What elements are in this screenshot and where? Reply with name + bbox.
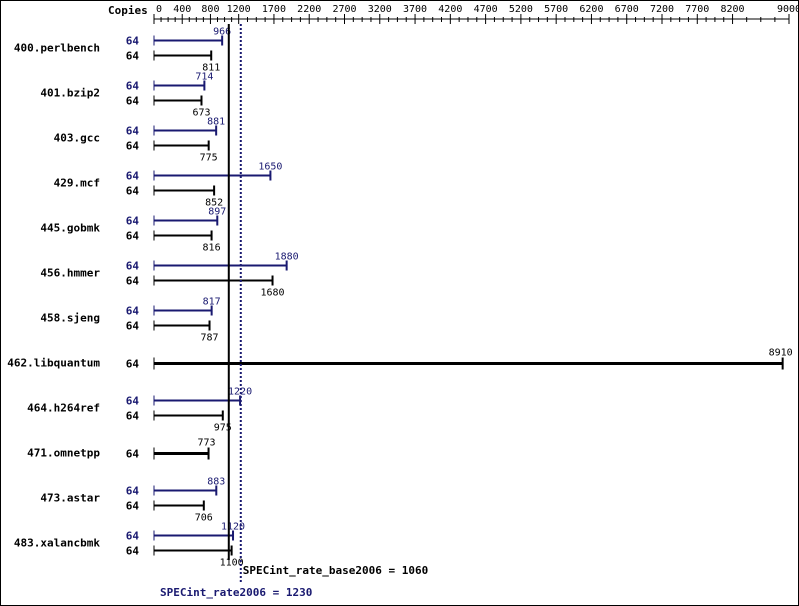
- x-tick-label: 2700: [332, 4, 356, 15]
- peak-value-label: 883: [207, 477, 225, 488]
- base-copies-label: 64: [126, 185, 140, 198]
- base-copies-label: 64: [126, 50, 140, 63]
- benchmark-label: 456.hmmer: [40, 267, 100, 280]
- base-value-label: 852: [205, 198, 223, 209]
- peak-copies-label: 64: [126, 260, 140, 273]
- base-value-label: 775: [200, 153, 218, 164]
- peak-value-label: 714: [195, 72, 213, 83]
- summary-group: SPECint_rate_base2006 = 1060 SPECint_rate…: [160, 24, 428, 599]
- x-axis: 0 400 800 1200 1700 2200 2700 3200 3700 4200 4700 5…: [153, 4, 799, 24]
- x-tick-label: 5200: [509, 4, 533, 15]
- benchmark-label: 403.gcc: [54, 132, 100, 145]
- peak-copies-label: 64: [126, 395, 140, 408]
- peak-copies-label: 64: [126, 215, 140, 228]
- single-bar: [154, 362, 783, 365]
- benchmark-label: 483.xalancbmk: [14, 537, 100, 550]
- bars-group: 400.perlbench 64 966 64 811 401.bzip2 64 714 64 6…: [7, 27, 792, 569]
- benchmark-label: 458.sjeng: [40, 312, 100, 325]
- x-tick-label: 3700: [403, 4, 427, 15]
- x-tick-label: 800: [201, 4, 219, 15]
- base-copies-label: 64: [126, 320, 140, 333]
- x-tick-label: 4700: [474, 4, 498, 15]
- peak-copies-label: 64: [126, 35, 140, 48]
- base-copies-label: 64: [126, 230, 140, 243]
- benchmark-label: 462.libquantum: [7, 357, 100, 370]
- base-value-label: 673: [192, 108, 210, 119]
- base-value-label: 1680: [260, 288, 284, 299]
- x-tick-label: 1700: [262, 4, 286, 15]
- x-tick-label: 6200: [579, 4, 603, 15]
- benchmark-label: 471.omnetpp: [27, 447, 100, 460]
- x-tick-label: 1200: [227, 4, 251, 15]
- base-copies-label: 64: [126, 545, 140, 558]
- copies-header: Copies: [108, 4, 148, 17]
- x-tick-label: 9000: [777, 4, 799, 15]
- x-tick-label: 8200: [721, 4, 745, 15]
- copies-label: 64: [126, 448, 140, 461]
- base-value-label: 811: [202, 63, 220, 74]
- summary-base-label: SPECint_rate_base2006 = 1060: [243, 564, 428, 577]
- peak-value-label: 1880: [275, 252, 299, 263]
- base-value-label: 787: [200, 333, 218, 344]
- benchmark-label: 445.gobmk: [40, 222, 100, 235]
- peak-value-label: 881: [207, 117, 225, 128]
- base-copies-label: 64: [126, 140, 140, 153]
- peak-value-label: 1120: [221, 522, 245, 533]
- base-value-label: 816: [203, 243, 221, 254]
- x-tick-label: 2200: [297, 4, 321, 15]
- copies-label: 64: [126, 358, 140, 371]
- peak-copies-label: 64: [126, 305, 140, 318]
- peak-value-label: 1650: [258, 162, 282, 173]
- base-copies-label: 64: [126, 410, 140, 423]
- peak-value-label: 966: [213, 27, 231, 38]
- base-value-label: 1100: [220, 558, 244, 569]
- base-value-label: 975: [214, 423, 232, 434]
- x-tick-label: 7700: [685, 4, 709, 15]
- peak-copies-label: 64: [126, 125, 140, 138]
- base-value-label: 706: [195, 513, 213, 524]
- base-copies-label: 64: [126, 95, 140, 108]
- benchmark-label: 464.h264ref: [27, 402, 100, 415]
- summary-peak-label: SPECint_rate2006 = 1230: [160, 586, 312, 599]
- peak-value-label: 897: [208, 207, 226, 218]
- x-tick-label: 7200: [650, 4, 674, 15]
- base-copies-label: 64: [126, 275, 140, 288]
- benchmark-label: 473.astar: [40, 492, 100, 505]
- peak-value-label: 817: [203, 297, 221, 308]
- benchmark-label: 400.perlbench: [14, 42, 100, 55]
- bar-value-label: 8910: [769, 348, 793, 359]
- x-tick-label: 400: [173, 4, 191, 15]
- x-tick-label: 0: [156, 4, 162, 15]
- x-tick-label: 6700: [615, 4, 639, 15]
- peak-copies-label: 64: [126, 530, 140, 543]
- peak-copies-label: 64: [126, 170, 140, 183]
- benchmark-label: 401.bzip2: [40, 87, 100, 100]
- peak-copies-label: 64: [126, 485, 140, 498]
- single-bar: [154, 452, 209, 455]
- x-tick-label: 3200: [368, 4, 392, 15]
- bar-value-label: 773: [198, 438, 216, 449]
- x-tick-label: 4200: [438, 4, 462, 15]
- peak-copies-label: 64: [126, 80, 140, 93]
- benchmark-label: 429.mcf: [54, 177, 100, 190]
- x-tick-label: 5700: [544, 4, 568, 15]
- base-copies-label: 64: [126, 500, 140, 513]
